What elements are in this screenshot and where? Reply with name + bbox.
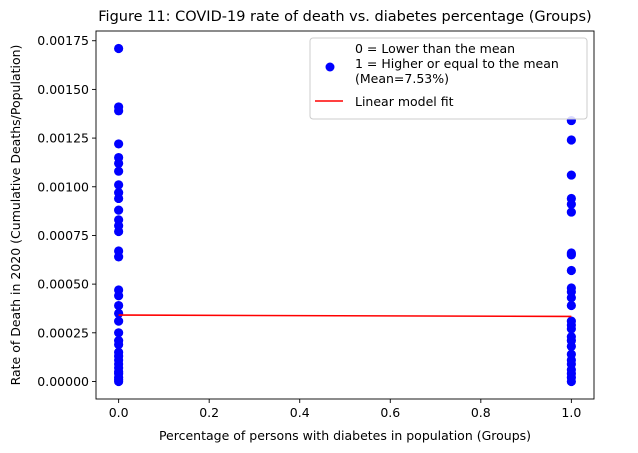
y-tick-label: 0.00050	[37, 277, 89, 292]
data-point	[114, 158, 124, 169]
legend: 0 = Lower than the mean 1 = Higher or equ…	[309, 37, 588, 120]
data-point	[566, 135, 576, 145]
data-point	[566, 265, 576, 276]
legend-line-label: Linear model fit	[355, 94, 454, 109]
x-tick-label: 0.8	[471, 405, 491, 420]
legend-scatter-label-line: 1 = Higher or equal to the mean	[355, 56, 559, 71]
data-point	[566, 293, 576, 303]
data-point	[566, 199, 576, 209]
legend-scatter-label: 0 = Lower than the mean 1 = Higher or equ…	[355, 41, 559, 86]
data-point	[566, 300, 576, 311]
x-axis-label: Percentage of persons with diabetes in p…	[159, 428, 531, 443]
data-point	[114, 226, 124, 237]
x-tick-label: 0.6	[380, 405, 400, 420]
axes-frame	[95, 30, 595, 400]
data-point	[114, 328, 124, 338]
x-axis: 0.0 0.2 0.4 0.6 0.8 1.0	[109, 399, 581, 420]
y-axis-label: Rate of Death in 2020 (Cumulative Deaths…	[8, 45, 23, 386]
legend-scatter-label-line: 0 = Lower than the mean	[355, 41, 515, 56]
data-point	[114, 300, 124, 311]
x-tick-label: 1.0	[561, 405, 581, 420]
x-tick-label: 0.4	[290, 405, 310, 420]
data-point	[114, 106, 124, 116]
y-tick-label: 0.00125	[37, 131, 89, 146]
plot-area	[114, 43, 576, 387]
data-point	[114, 316, 124, 326]
y-tick-label: 0.00100	[37, 179, 89, 194]
y-tick-label: 0.00150	[37, 82, 89, 97]
y-axis: 0.00000 0.00025 0.00050 0.00075 0.00100 0.001…	[37, 33, 96, 389]
legend-scatter-label-line: (Mean=7.53%)	[355, 71, 449, 86]
y-tick-label: 0.00175	[37, 33, 89, 48]
data-point	[114, 291, 124, 301]
data-point	[566, 170, 576, 180]
data-point	[114, 139, 124, 149]
data-point	[114, 43, 124, 54]
y-tick-label: 0.00025	[37, 325, 89, 340]
data-point	[114, 180, 124, 190]
data-point	[114, 339, 124, 350]
chart-title: Figure 11: COVID-19 rate of death vs. di…	[98, 9, 591, 25]
x-tick-label: 0.0	[109, 405, 129, 420]
data-point	[114, 205, 124, 215]
data-point	[566, 250, 576, 260]
x-tick-label: 0.2	[199, 405, 219, 420]
y-tick-label: 0.00000	[37, 374, 89, 389]
data-point	[566, 341, 576, 352]
data-point	[566, 207, 576, 217]
data-point	[114, 376, 124, 387]
data-point	[566, 376, 576, 387]
data-point	[566, 324, 576, 334]
data-point	[114, 252, 124, 262]
data-point	[114, 193, 124, 204]
legend-frame	[309, 37, 588, 120]
legend-scatter-marker	[325, 62, 335, 72]
y-tick-label: 0.00075	[37, 228, 89, 243]
fit-line	[118, 314, 572, 318]
data-point	[114, 166, 124, 176]
